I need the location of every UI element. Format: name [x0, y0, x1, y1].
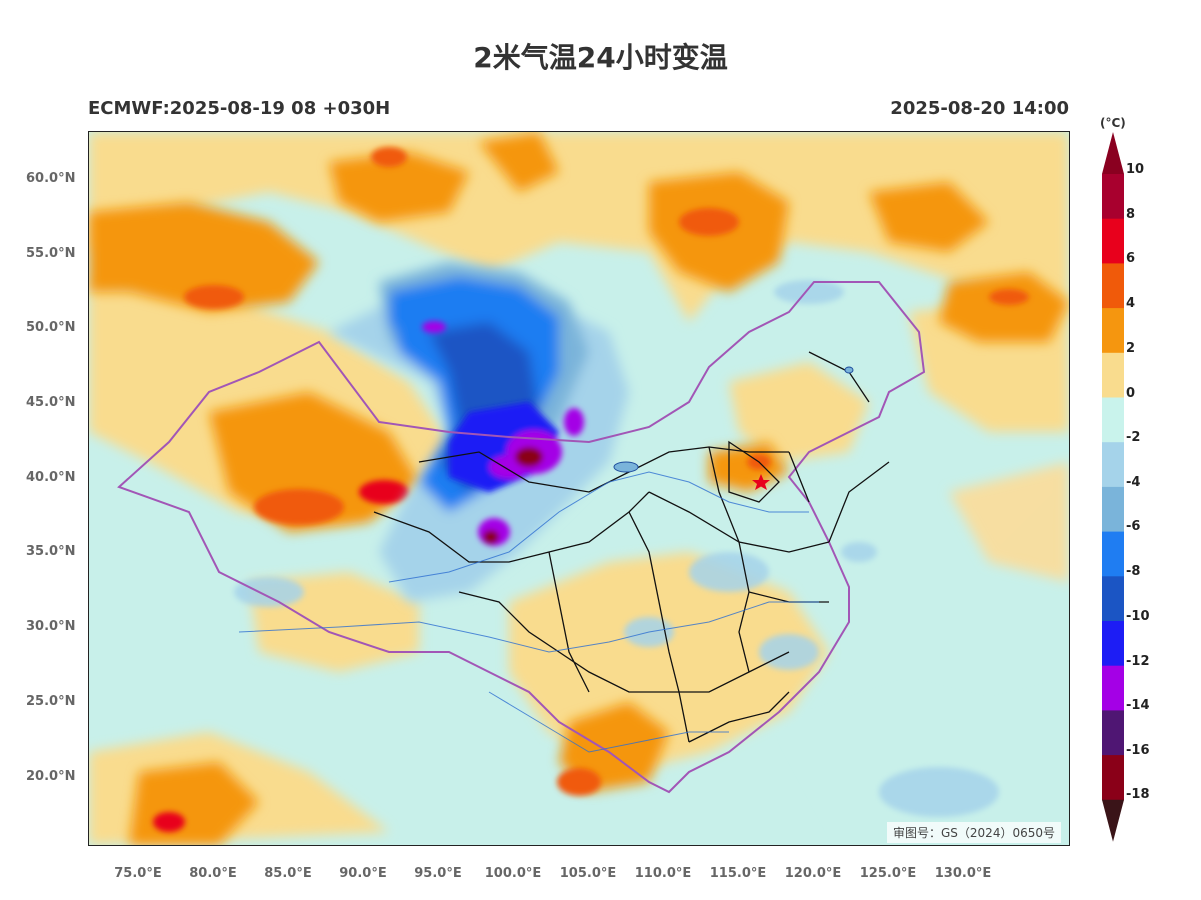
cool-patches: [234, 280, 999, 817]
model-run-label: ECMWF:2025-08-19 08 +030H: [88, 98, 391, 119]
colorbar-label: 8: [1126, 207, 1136, 222]
colorbar-label: -12: [1126, 654, 1150, 669]
lon-label: 130.0°E: [934, 866, 992, 881]
colorbar-unit: (°C): [1100, 116, 1126, 130]
colorbar-segment: [1102, 442, 1124, 488]
temperature-change-map: 审图号：GS（2024）0650号: [88, 131, 1070, 846]
colorbar-label: 2: [1126, 341, 1136, 356]
rivers: [238, 471, 819, 753]
lat-label: 25.0°N: [26, 694, 76, 709]
lat-label: 20.0°N: [26, 769, 76, 784]
colorbar-label: -6: [1126, 519, 1141, 534]
colorbar-segment: [1102, 486, 1124, 533]
lake: [844, 366, 854, 374]
colorbar: [1102, 132, 1124, 842]
colorbar-bottom-arrow: [1102, 799, 1124, 842]
lat-label: 40.0°N: [26, 470, 76, 485]
map-canvas: [89, 132, 1069, 845]
map-review-number: 审图号：GS（2024）0650号: [887, 822, 1061, 843]
colorbar-label: -16: [1126, 743, 1150, 758]
colorbar-segment: [1102, 665, 1124, 711]
lon-label: 95.0°E: [414, 866, 462, 881]
lon-label: 80.0°E: [189, 866, 237, 881]
colorbar-segment: [1102, 352, 1124, 398]
hot-spots: [153, 147, 1029, 832]
colorbar-label: 0: [1126, 386, 1136, 401]
lat-label: 45.0°N: [26, 395, 76, 410]
valid-time-label: 2025-08-20 14:00: [890, 98, 1069, 119]
lon-label: 105.0°E: [559, 866, 617, 881]
chart-title: 2米气温24小时变温: [473, 41, 728, 74]
colorbar-label: -18: [1126, 787, 1150, 802]
colorbar-label: -4: [1126, 475, 1141, 490]
lon-label: 100.0°E: [484, 866, 542, 881]
colorbar-segment: [1102, 218, 1124, 264]
lat-label: 50.0°N: [26, 320, 76, 335]
colorbar-segment: [1102, 174, 1124, 220]
colorbar-label: -10: [1126, 609, 1150, 624]
lon-label: 90.0°E: [339, 866, 387, 881]
colorbar-segment: [1102, 576, 1124, 622]
lon-label: 120.0°E: [784, 866, 842, 881]
lon-label: 115.0°E: [709, 866, 767, 881]
colorbar-label: -8: [1126, 564, 1141, 579]
country-border: [117, 281, 926, 794]
star-icon: [752, 474, 770, 490]
colorbar-label: -2: [1126, 430, 1141, 445]
lat-label: 55.0°N: [26, 246, 76, 261]
colorbar-segment: [1102, 710, 1124, 756]
colorbar-segment: [1102, 621, 1124, 667]
cold-core: [422, 321, 584, 546]
colorbar-label: 10: [1126, 162, 1145, 177]
lake: [613, 461, 639, 473]
lon-label: 75.0°E: [114, 866, 162, 881]
lat-label: 60.0°N: [26, 171, 76, 186]
lon-label: 110.0°E: [634, 866, 692, 881]
colorbar-top-arrow: [1102, 132, 1124, 174]
colorbar-label: 4: [1126, 296, 1136, 311]
colorbar-segment: [1102, 308, 1124, 354]
lon-label: 125.0°E: [859, 866, 917, 881]
colorbar-label: -14: [1126, 698, 1150, 713]
lat-label: 35.0°N: [26, 544, 76, 559]
lon-label: 85.0°E: [264, 866, 312, 881]
colorbar-segment: [1102, 263, 1124, 309]
colorbar-label: 6: [1126, 251, 1136, 266]
colorbar-segment: [1102, 397, 1124, 443]
colorbar-segment: [1102, 531, 1124, 577]
lat-label: 30.0°N: [26, 619, 76, 634]
colorbar-segment: [1102, 755, 1124, 801]
